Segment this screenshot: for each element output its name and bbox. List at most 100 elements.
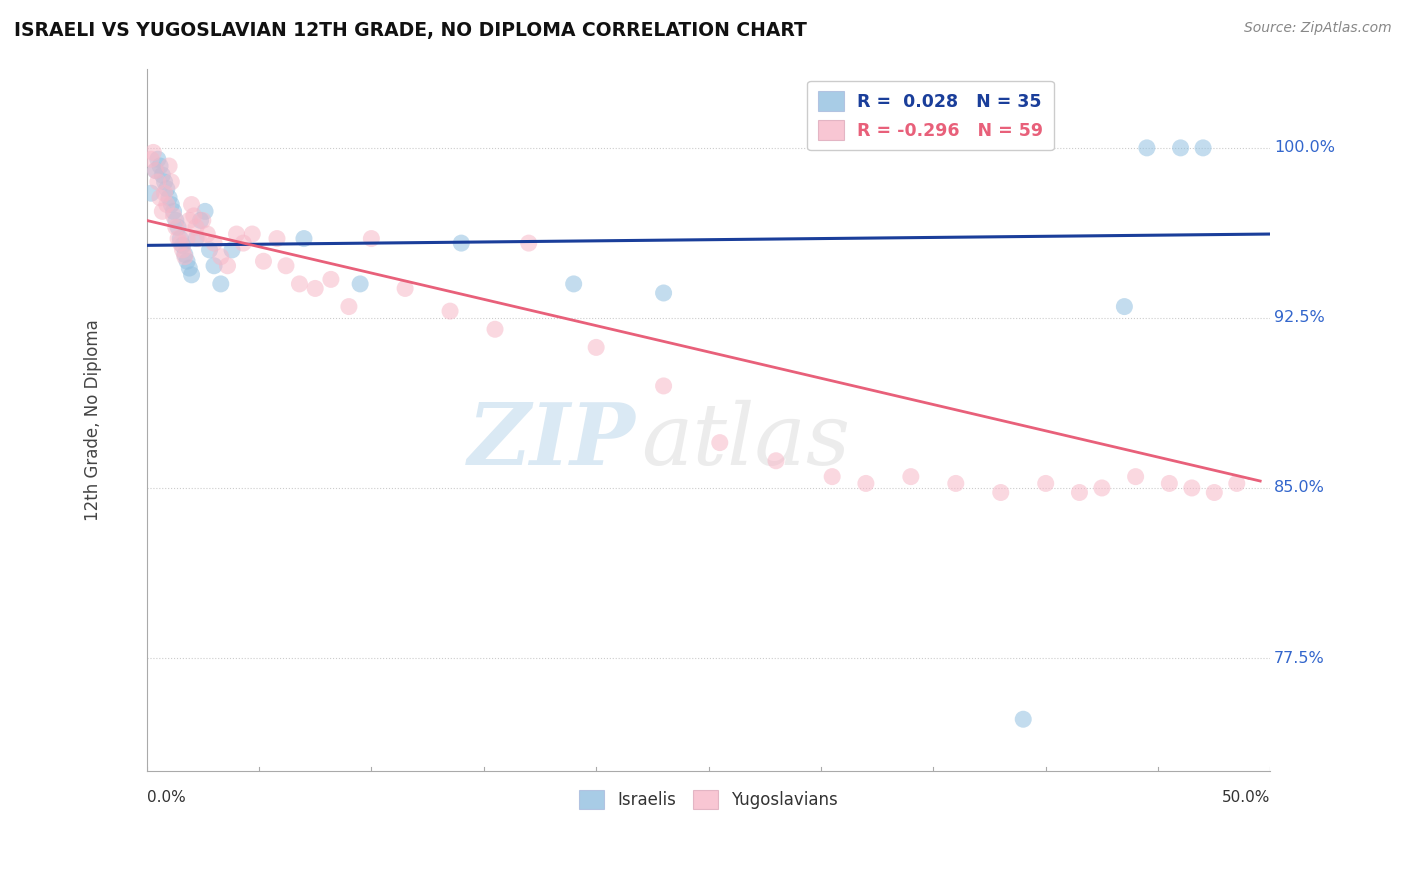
- Point: [821, 469, 844, 483]
- Point: [173, 250, 195, 264]
- Point: [153, 186, 176, 201]
- Point: [157, 191, 180, 205]
- Point: [274, 259, 297, 273]
- Point: [139, 186, 162, 201]
- Point: [167, 231, 190, 245]
- Point: [184, 231, 207, 245]
- Point: [145, 163, 167, 178]
- Point: [157, 159, 180, 173]
- Point: [217, 259, 239, 273]
- Point: [209, 250, 232, 264]
- Point: [183, 209, 205, 223]
- Point: [149, 191, 172, 205]
- Point: [195, 227, 218, 241]
- Point: [180, 268, 202, 282]
- Point: [139, 152, 162, 166]
- Point: [202, 259, 225, 273]
- Point: [855, 476, 877, 491]
- Point: [225, 227, 247, 241]
- Point: [349, 277, 371, 291]
- Text: 77.5%: 77.5%: [1274, 650, 1324, 665]
- Point: [173, 247, 195, 261]
- Point: [1181, 481, 1204, 495]
- Point: [266, 231, 288, 245]
- Text: 92.5%: 92.5%: [1274, 310, 1324, 326]
- Point: [252, 254, 274, 268]
- Point: [652, 285, 675, 300]
- Legend: Israelis, Yugoslavians: Israelis, Yugoslavians: [572, 783, 845, 816]
- Point: [169, 236, 191, 251]
- Text: 12th Grade, No Diploma: 12th Grade, No Diploma: [83, 319, 101, 521]
- Text: 100.0%: 100.0%: [1274, 140, 1334, 155]
- Point: [484, 322, 506, 336]
- Point: [165, 213, 187, 227]
- Point: [1091, 481, 1114, 495]
- Point: [562, 277, 585, 291]
- Point: [169, 231, 191, 245]
- Point: [184, 220, 207, 235]
- Point: [160, 197, 183, 211]
- Point: [319, 272, 342, 286]
- Point: [179, 260, 201, 275]
- Point: [394, 281, 416, 295]
- Point: [1012, 712, 1035, 726]
- Point: [165, 220, 187, 235]
- Point: [990, 485, 1012, 500]
- Point: [292, 231, 315, 245]
- Point: [439, 304, 461, 318]
- Text: ISRAELI VS YUGOSLAVIAN 12TH GRADE, NO DIPLOMA CORRELATION CHART: ISRAELI VS YUGOSLAVIAN 12TH GRADE, NO DI…: [14, 21, 807, 39]
- Point: [167, 220, 190, 235]
- Point: [149, 159, 172, 173]
- Point: [176, 231, 198, 245]
- Point: [190, 213, 212, 227]
- Text: 0.0%: 0.0%: [146, 789, 186, 805]
- Point: [1035, 476, 1057, 491]
- Text: atlas: atlas: [641, 400, 851, 483]
- Point: [709, 435, 731, 450]
- Point: [337, 300, 360, 314]
- Point: [1069, 485, 1091, 500]
- Point: [191, 213, 214, 227]
- Point: [162, 209, 184, 223]
- Point: [652, 379, 675, 393]
- Point: [162, 204, 184, 219]
- Point: [150, 204, 173, 219]
- Point: [765, 454, 787, 468]
- Point: [517, 236, 540, 251]
- Point: [304, 281, 326, 295]
- Text: Source: ZipAtlas.com: Source: ZipAtlas.com: [1244, 21, 1392, 35]
- Text: 50.0%: 50.0%: [1222, 789, 1271, 805]
- Point: [160, 175, 183, 189]
- Point: [209, 277, 232, 291]
- Point: [142, 145, 165, 160]
- Point: [187, 231, 209, 245]
- Point: [180, 197, 202, 211]
- Point: [450, 236, 472, 251]
- Point: [202, 236, 225, 251]
- Point: [240, 227, 263, 241]
- Point: [288, 277, 311, 291]
- Point: [172, 243, 194, 257]
- Point: [198, 243, 221, 257]
- Point: [900, 469, 922, 483]
- Point: [221, 243, 243, 257]
- Point: [145, 163, 167, 178]
- Point: [1226, 476, 1249, 491]
- Point: [1136, 141, 1159, 155]
- Point: [156, 182, 179, 196]
- Point: [1170, 141, 1192, 155]
- Point: [146, 152, 169, 166]
- Point: [150, 168, 173, 182]
- Point: [945, 476, 967, 491]
- Point: [1159, 476, 1181, 491]
- Point: [176, 254, 198, 268]
- Point: [146, 175, 169, 189]
- Point: [179, 213, 201, 227]
- Point: [156, 197, 179, 211]
- Point: [360, 231, 382, 245]
- Point: [232, 236, 254, 251]
- Point: [1125, 469, 1147, 483]
- Point: [1204, 485, 1226, 500]
- Point: [585, 340, 607, 354]
- Point: [1114, 300, 1136, 314]
